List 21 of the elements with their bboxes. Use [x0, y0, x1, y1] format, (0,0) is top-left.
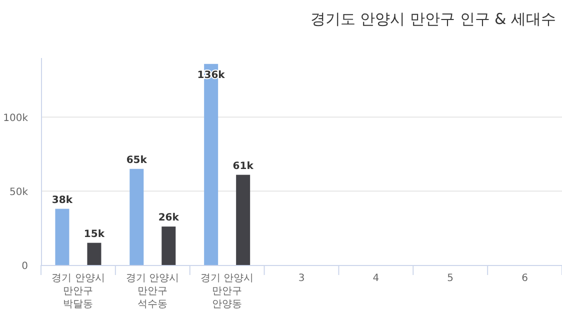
- x-tick-label: 5: [447, 273, 454, 284]
- x-tick-label: 경기 안양시 만안구 안양동: [200, 273, 254, 310]
- bar: [236, 174, 250, 265]
- x-tick-label: 경기 안양시 만안구 박달동: [52, 273, 105, 310]
- bar: [55, 208, 70, 265]
- bar: [87, 242, 102, 265]
- x-tick-label: 6: [522, 273, 528, 284]
- y-tick-label: 0: [22, 261, 28, 272]
- data-label: 38k: [52, 194, 73, 206]
- chart-title: 경기도 안양시 만안구 인구 & 세대수: [310, 10, 556, 28]
- data-label: 15k: [84, 228, 105, 240]
- x-tick-label: 4: [372, 273, 380, 284]
- bar: [130, 168, 144, 265]
- x-tick-label: 경기 안양시 만안구 석수동: [126, 273, 180, 310]
- x-tick-label: 3: [298, 273, 305, 284]
- data-label: 61k: [232, 160, 254, 172]
- bar: [162, 226, 176, 265]
- y-tick-label: 100k: [3, 113, 28, 124]
- data-label: 65k: [126, 154, 148, 166]
- data-label: 26k: [158, 212, 180, 224]
- y-tick-label: 50k: [9, 187, 28, 198]
